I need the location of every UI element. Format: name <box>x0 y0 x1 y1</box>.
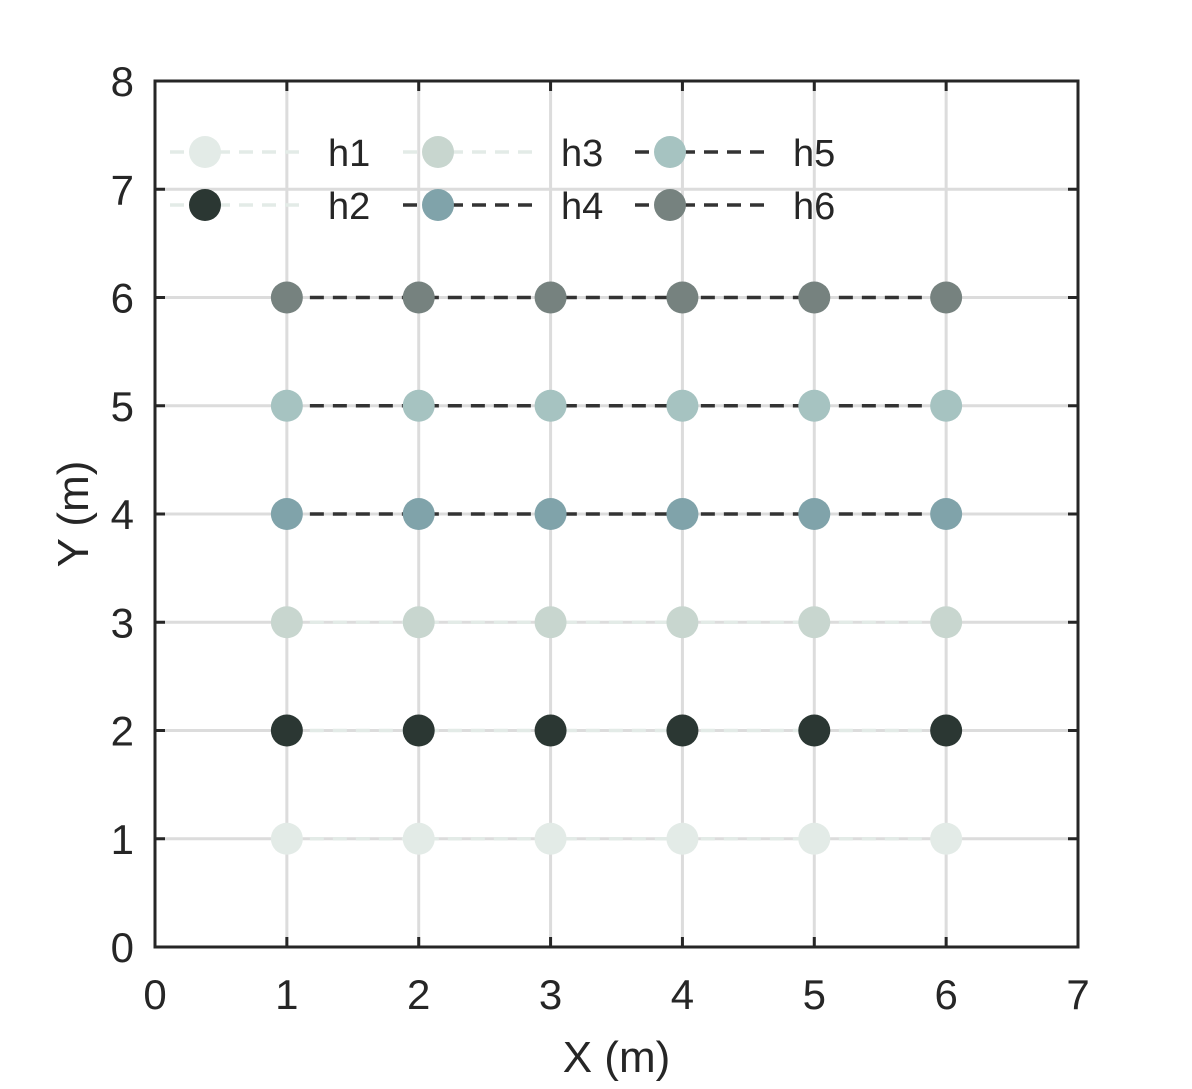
data-point-h1 <box>930 822 963 855</box>
x-tick-label: 7 <box>1066 971 1089 1018</box>
data-point-h2 <box>534 714 567 747</box>
y-tick-label: 7 <box>111 166 134 213</box>
legend-label: h4 <box>561 186 603 228</box>
y-tick-label: 6 <box>111 275 134 322</box>
data-point-h4 <box>798 498 831 530</box>
data-point-h2 <box>798 714 831 747</box>
x-tick-label: 6 <box>934 971 957 1018</box>
data-point-h4 <box>930 498 963 530</box>
legend-item-h2: h2 <box>170 186 370 228</box>
x-tick-label: 5 <box>803 971 826 1018</box>
legend-label: h6 <box>793 186 835 228</box>
legend-marker <box>189 136 221 168</box>
x-tick-label: 2 <box>407 971 430 1018</box>
y-axis-label: Y (m) <box>49 461 98 568</box>
y-tick-label: 8 <box>111 58 134 105</box>
y-tick-label: 0 <box>111 924 134 971</box>
data-point-h1 <box>534 822 567 855</box>
legend-marker <box>654 189 686 221</box>
y-tick-label: 5 <box>111 383 134 430</box>
legend-item-h3: h3 <box>403 133 603 175</box>
data-points <box>270 281 963 855</box>
data-point-h2 <box>402 714 435 747</box>
x-tick-label: 3 <box>539 971 562 1018</box>
data-point-h6 <box>534 281 567 314</box>
legend-marker <box>422 136 454 168</box>
data-point-h2 <box>270 714 303 747</box>
legend-item-h5: h5 <box>635 133 835 175</box>
legend: h1 h2 h3 h4 h5 h6 <box>170 133 835 228</box>
series-lines <box>286 295 947 841</box>
data-point-h4 <box>270 498 303 530</box>
x-axis-label: X (m) <box>563 1033 671 1082</box>
data-point-h1 <box>270 822 303 855</box>
legend-marker <box>654 136 686 168</box>
axis-ticks: 0 1 2 3 4 5 6 7 0 1 2 3 4 5 6 7 8 <box>111 58 1090 1018</box>
data-point-h4 <box>402 498 435 530</box>
y-tick-label: 4 <box>111 491 134 538</box>
y-tick-label: 2 <box>111 708 134 755</box>
legend-label: h5 <box>793 133 835 175</box>
data-point-h1 <box>666 822 699 855</box>
data-point-h5 <box>666 389 699 422</box>
data-point-h6 <box>666 281 699 314</box>
legend-label: h1 <box>328 133 370 175</box>
legend-item-h4: h4 <box>403 186 603 228</box>
data-point-h3 <box>930 606 963 639</box>
y-tick-label: 3 <box>111 599 134 646</box>
legend-marker <box>189 189 221 221</box>
data-point-h6 <box>402 281 435 314</box>
data-point-h1 <box>798 822 831 855</box>
data-point-h6 <box>930 281 963 314</box>
legend-label: h2 <box>328 186 370 228</box>
data-point-h5 <box>798 389 831 422</box>
data-point-h2 <box>930 714 963 747</box>
data-point-h5 <box>402 389 435 422</box>
legend-item-h1: h1 <box>170 133 370 175</box>
data-point-h2 <box>666 714 699 747</box>
data-point-h3 <box>402 606 435 639</box>
x-tick-label: 4 <box>671 971 694 1018</box>
y-tick-label: 1 <box>111 816 134 863</box>
data-point-h6 <box>798 281 831 314</box>
data-point-h3 <box>534 606 567 639</box>
data-point-h4 <box>534 498 567 530</box>
x-tick-label: 1 <box>275 971 298 1018</box>
data-point-h5 <box>270 389 303 422</box>
data-point-h4 <box>666 498 699 530</box>
data-point-h5 <box>534 389 567 422</box>
x-tick-label: 0 <box>143 971 166 1018</box>
data-point-h3 <box>270 606 303 639</box>
legend-marker <box>422 189 454 221</box>
legend-item-h6: h6 <box>635 186 835 228</box>
data-point-h3 <box>666 606 699 639</box>
data-point-h6 <box>270 281 303 314</box>
data-point-h1 <box>402 822 435 855</box>
data-point-h3 <box>798 606 831 639</box>
data-point-h5 <box>930 389 963 422</box>
legend-label: h3 <box>561 133 603 175</box>
